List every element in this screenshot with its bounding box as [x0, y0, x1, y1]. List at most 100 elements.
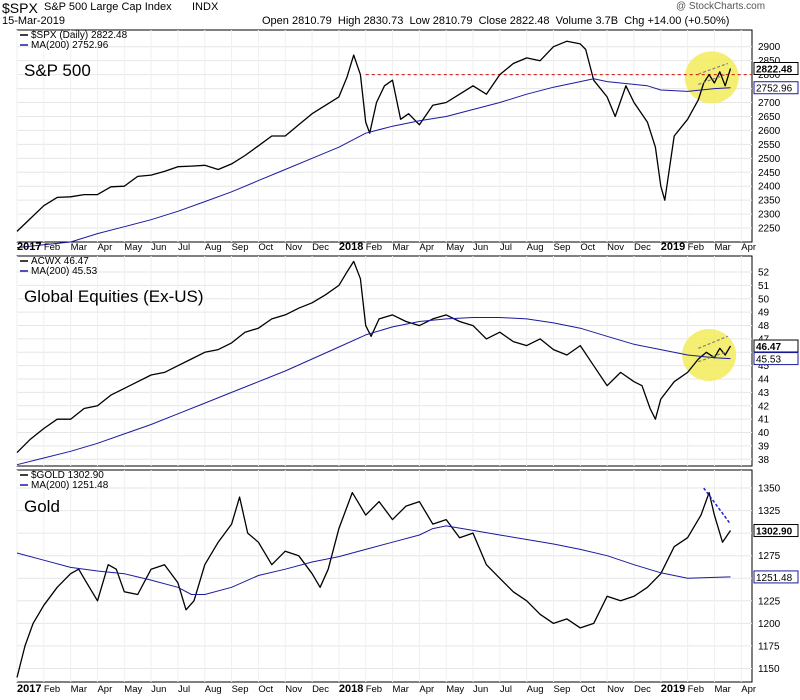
panel-3: 1150117512001225125012751300132513501302…	[16, 469, 799, 683]
y-tick-label: 1275	[758, 551, 781, 562]
y-tick-label: 51	[758, 281, 770, 292]
x-tick-label: Oct	[580, 684, 595, 695]
y-tick-label: 1175	[758, 641, 780, 652]
x-tick-label: May	[124, 684, 142, 695]
x-tick-label: Sep	[232, 242, 249, 253]
symbol: $SPX	[2, 0, 38, 16]
open-label: Open	[262, 15, 289, 27]
y-tick-label: 2250	[758, 224, 781, 235]
x-tick-label: Mar	[393, 684, 409, 695]
x-tick-label: Mar	[714, 242, 730, 253]
panel-1: 2250 2300 2350 2400 2450 2500 2550 2600 2650 2700…	[16, 29, 799, 249]
open-value: 2810.79	[291, 15, 332, 27]
last-price-box	[753, 339, 799, 353]
downtrend-line	[703, 487, 732, 525]
low-value: 2810.79	[432, 15, 473, 27]
x-tick-label: Oct	[580, 242, 595, 253]
x-tick-label: 2018	[339, 241, 363, 253]
x-tick-label: Oct	[258, 684, 273, 695]
last-ma-label: 1251.48	[756, 573, 793, 584]
low-label: Low	[409, 15, 430, 27]
ma200-line	[16, 78, 731, 249]
x-tick-label: Jul	[178, 242, 190, 253]
ohlc-readout: Open 2810.79 High 2830.73 Low 2810.79 Cl…	[262, 15, 729, 27]
volume-label: Volume	[555, 15, 593, 27]
last-ma-box	[753, 352, 799, 366]
x-axis-top: 2017 Feb Mar Apr May Jun Jul Aug Sep Oct Nov Dec 201…	[17, 241, 756, 253]
legend-price: ACWX 46.47	[31, 256, 89, 267]
x-tick-label: Apr	[419, 242, 434, 253]
close-value: 2822.48	[509, 15, 550, 27]
panel-title: S&P 500	[24, 61, 91, 80]
x-axis-bottom: 2017 Feb Mar Apr May Jun Jul Aug Sep Oct Nov Dec 201…	[17, 683, 756, 695]
y-tick-label: 50	[758, 294, 770, 305]
x-tick-label: Aug	[527, 242, 544, 253]
x-tick-label: Jul	[178, 684, 190, 695]
last-ma-label: 2752.96	[756, 84, 793, 95]
panel-2: 38394041424344454647484950515246.4745.53…	[16, 255, 799, 467]
x-tick-label: 2019	[661, 241, 685, 253]
legend-ma: MA(200) 1251.48	[31, 480, 109, 491]
x-tick-label: Aug	[205, 684, 222, 695]
y-tick-label: 2900	[758, 42, 781, 53]
x-tick-label: May	[124, 242, 142, 253]
price-line	[16, 491, 732, 678]
x-tick-label: Nov	[285, 242, 302, 253]
y-tick-label: 2700	[758, 98, 781, 109]
x-tick-label: Mar	[71, 242, 87, 253]
x-tick-label: Feb	[366, 242, 382, 253]
x-tick-label: Dec	[634, 242, 651, 253]
x-tick-label: Nov	[607, 684, 624, 695]
x-tick-label: Sep	[553, 242, 570, 253]
y-tick-label: 2600	[758, 126, 781, 137]
y-tick-label: 39	[758, 441, 770, 452]
y-tick-label: 2400	[758, 182, 781, 193]
x-tick-label: 2019	[661, 683, 685, 695]
x-tick-label: 2017	[17, 241, 41, 253]
last-price-box	[753, 524, 799, 538]
wedge-line-1	[698, 62, 729, 75]
y-tick-label: 41	[758, 415, 770, 426]
x-tick-label: May	[446, 242, 464, 253]
y-tick-label: 2650	[758, 112, 781, 123]
y-tick-label: 2450	[758, 168, 781, 179]
x-tick-label: Jun	[473, 684, 488, 695]
x-tick-label: Aug	[527, 684, 544, 695]
x-tick-label: Aug	[205, 242, 222, 253]
date: 15-Mar-2019	[2, 15, 65, 27]
x-tick-label: Feb	[366, 684, 382, 695]
exchange: INDX	[192, 1, 219, 13]
y-tick-label: 2300	[758, 210, 781, 221]
x-tick-label: Jul	[500, 242, 512, 253]
x-tick-label: Jun	[473, 242, 488, 253]
wedge-line-1	[698, 335, 729, 349]
x-tick-label: Dec	[312, 684, 329, 695]
y-tick-label: 40	[758, 428, 770, 439]
panel-frame	[16, 469, 753, 683]
highlight-circle	[682, 328, 737, 381]
y-tick-label: 2500	[758, 154, 781, 165]
last-price-box	[753, 61, 799, 75]
ma200-line	[16, 525, 731, 595]
y-tick-label: 45	[758, 361, 770, 372]
last-price-label: 46.47	[756, 342, 781, 353]
x-tick-label: 2018	[339, 683, 363, 695]
x-tick-label: Feb	[688, 242, 704, 253]
x-tick-label: Mar	[714, 684, 730, 695]
symbol-name: S&P 500 Large Cap Index	[44, 1, 172, 13]
last-price-label: 1302.90	[756, 527, 793, 538]
x-tick-label: Mar	[71, 684, 87, 695]
x-tick-label: Feb	[44, 684, 60, 695]
last-ma-box	[753, 81, 799, 95]
price-line	[16, 40, 732, 232]
high-value: 2830.73	[363, 15, 404, 27]
close-label: Close	[478, 15, 507, 27]
x-tick-label: Apr	[741, 242, 756, 253]
last-price-label: 2822.48	[756, 64, 793, 75]
legend-ma: MA(200) 45.53	[31, 266, 98, 277]
y-tick-label: 2850	[758, 56, 781, 67]
price-line	[16, 260, 732, 454]
panel-frame	[16, 255, 753, 467]
volume-value: 3.7B	[595, 15, 619, 27]
